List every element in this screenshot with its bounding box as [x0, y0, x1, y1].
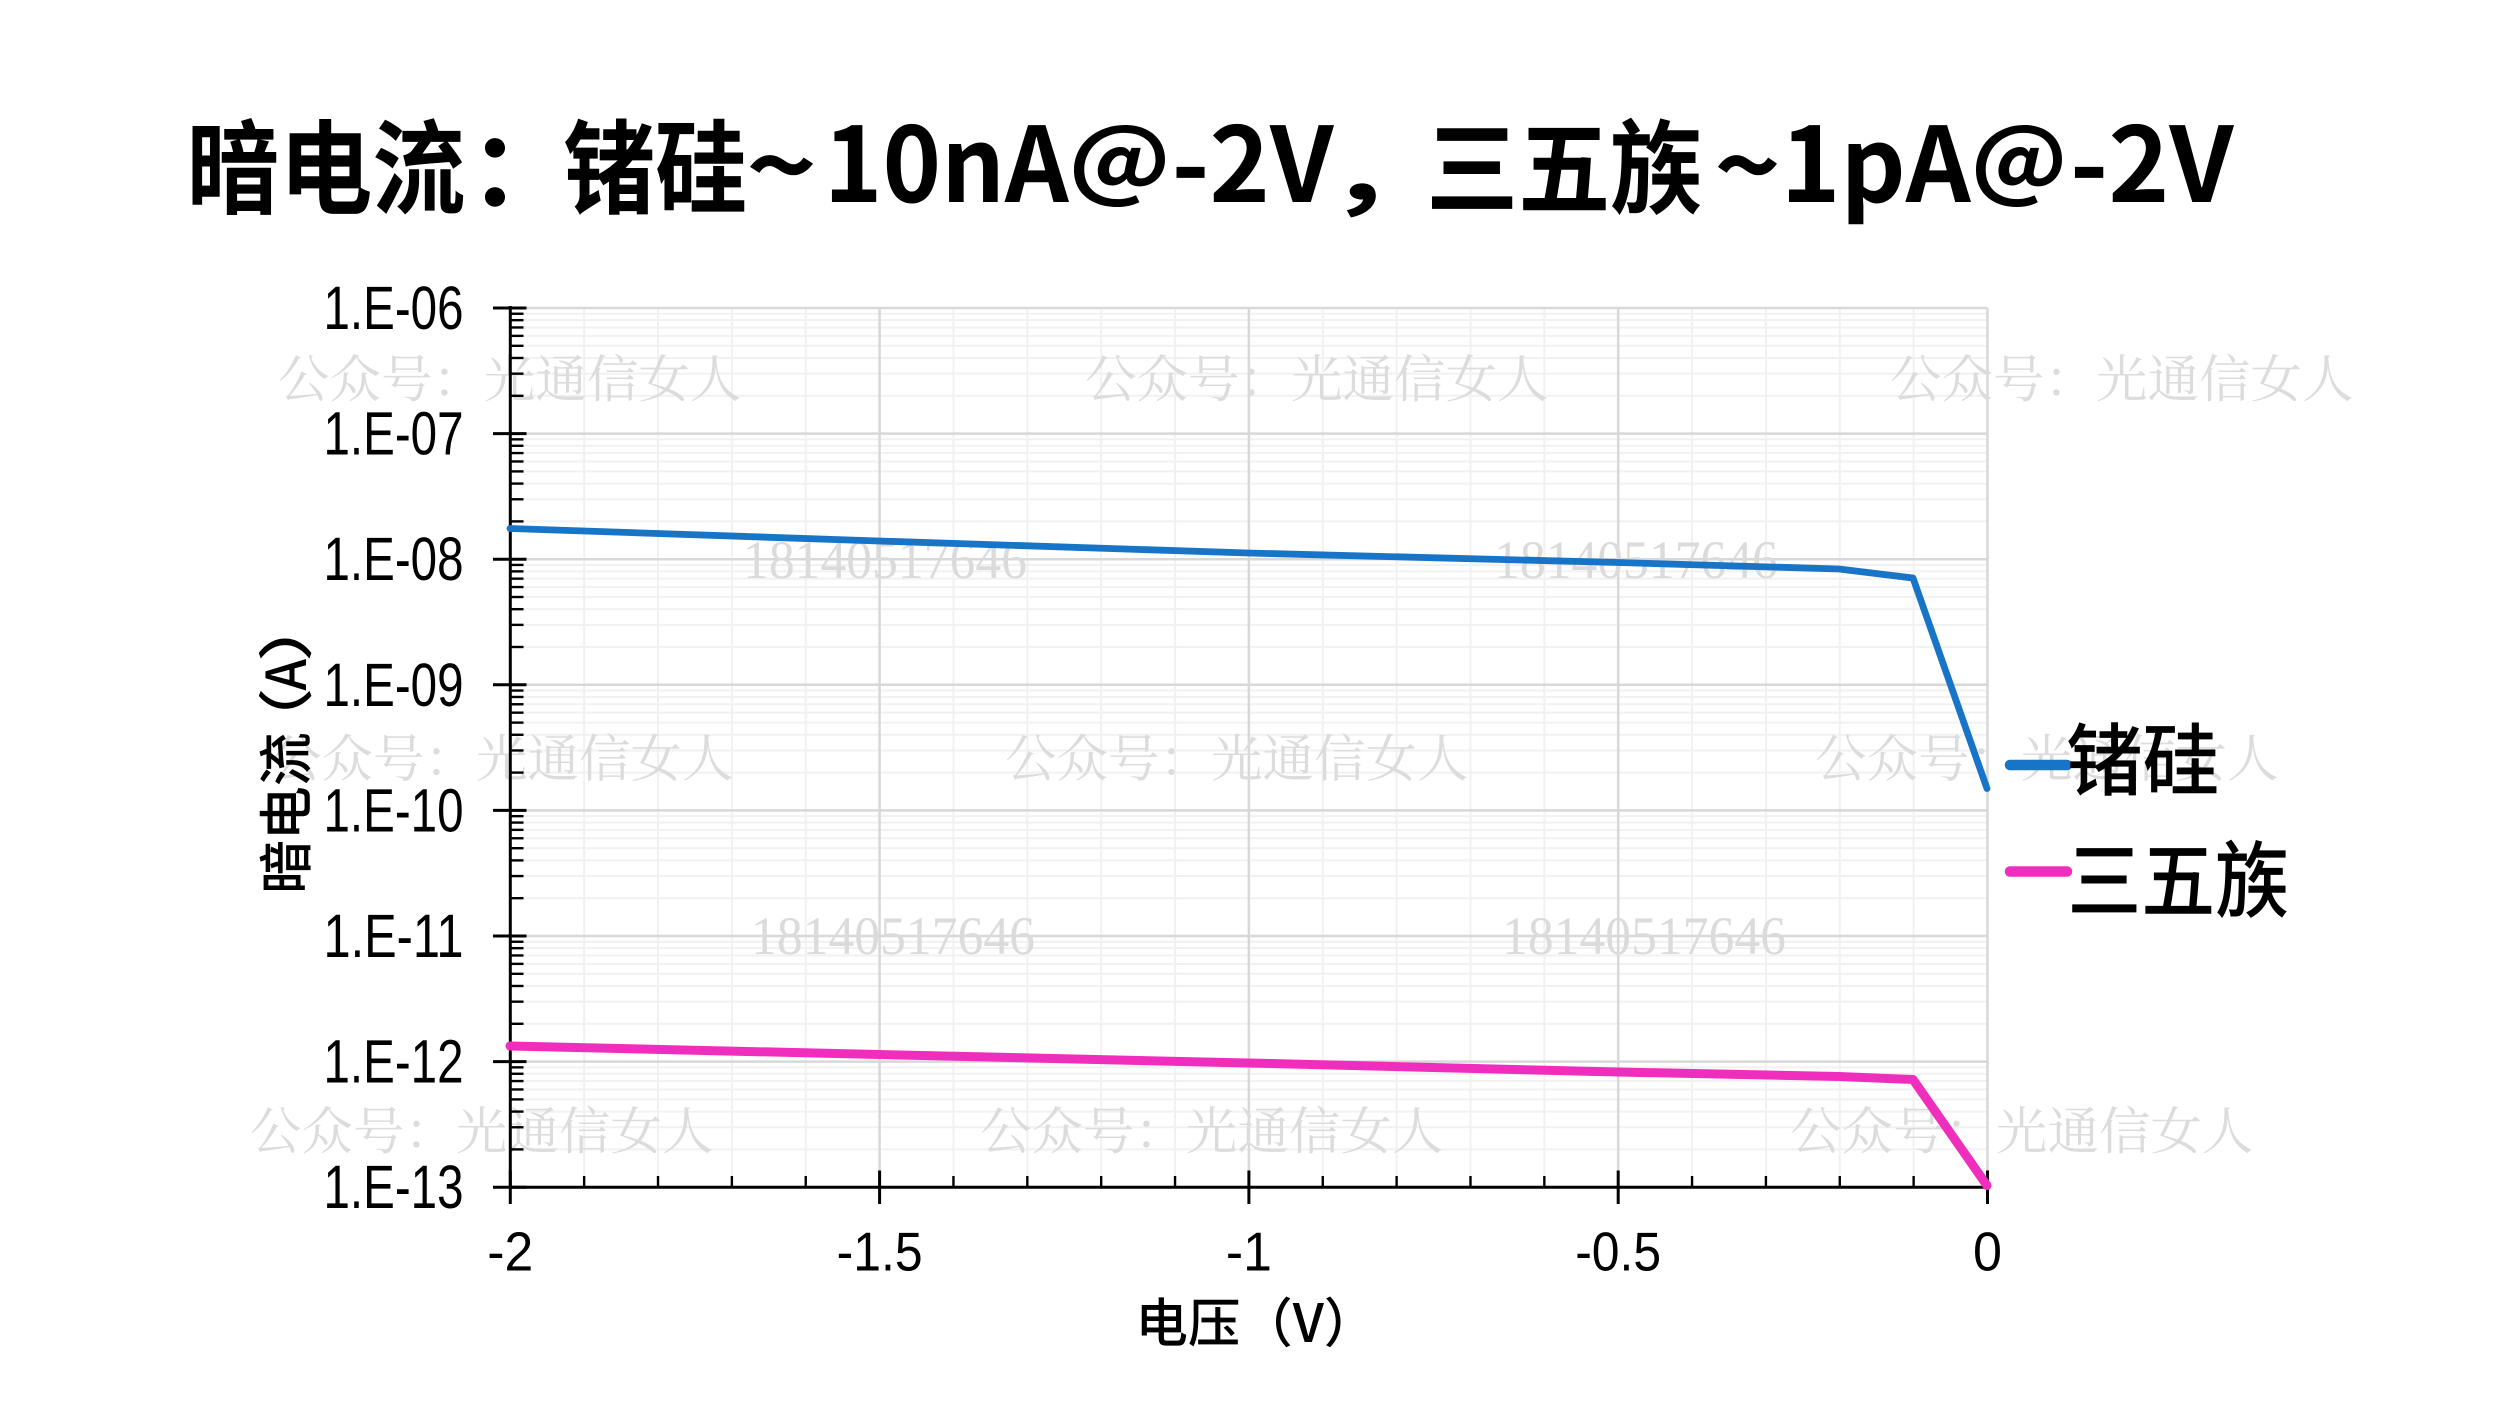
- svg-text:1.E-09: 1.E-09: [324, 651, 464, 719]
- svg-text:1.E-10: 1.E-10: [324, 776, 464, 844]
- svg-text:1.E-11: 1.E-11: [324, 902, 464, 970]
- svg-text:0: 0: [1973, 1221, 2002, 1283]
- svg-text:1.E-06: 1.E-06: [324, 274, 464, 342]
- svg-text:18140517646: 18140517646: [751, 906, 1035, 966]
- svg-text:1.E-12: 1.E-12: [324, 1028, 464, 1096]
- svg-text:18140517646: 18140517646: [1502, 906, 1786, 966]
- svg-text:1.E-07: 1.E-07: [324, 400, 464, 468]
- svg-text:-0.5: -0.5: [1575, 1221, 1661, 1283]
- svg-text:1.E-13: 1.E-13: [324, 1153, 464, 1221]
- svg-text:-1.5: -1.5: [837, 1221, 923, 1283]
- svg-text:-1: -1: [1226, 1221, 1272, 1283]
- svg-text:1.E-08: 1.E-08: [324, 525, 464, 593]
- svg-text:-2: -2: [487, 1221, 533, 1283]
